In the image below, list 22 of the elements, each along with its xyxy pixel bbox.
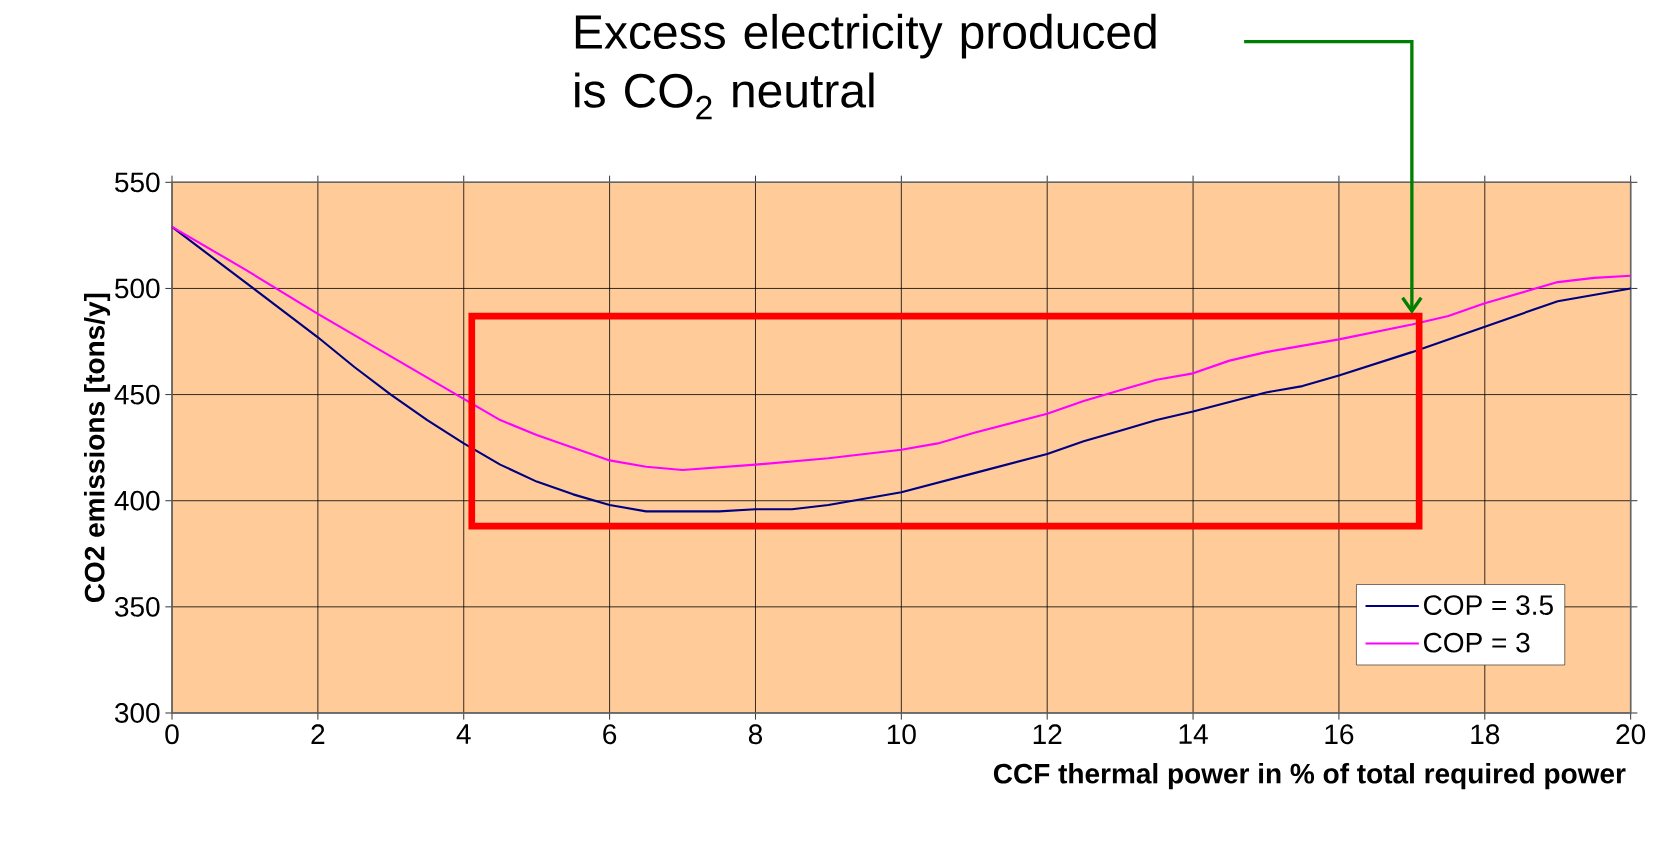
x-tick-label: 10 xyxy=(887,724,916,745)
y-tick-label: 500 xyxy=(115,278,160,299)
y-tick-label: 350 xyxy=(114,596,160,617)
legend-label: COP = 3.5 xyxy=(1424,595,1553,616)
text: Excess electricity produced is CO$_{2}$ neutral xyxy=(575,13,1156,120)
x-tick-label: 0 xyxy=(165,724,179,745)
x-axis-title: CCF thermal power in % of total required power xyxy=(993,763,1626,790)
y-tick-label: 450 xyxy=(114,384,160,405)
x-tick-label: 18 xyxy=(1471,724,1500,745)
y-tick-label: 300 xyxy=(114,703,160,723)
y-tick-label: 400 xyxy=(114,490,160,511)
y-tick-label: 550 xyxy=(115,172,160,193)
x-tick-label: 8 xyxy=(748,724,763,745)
x-tick-label: 4 xyxy=(456,724,471,744)
x-tick-label: 2 xyxy=(311,724,325,744)
x-tick-label: 14 xyxy=(1179,724,1208,744)
legend-label: COP = 3 xyxy=(1424,632,1530,653)
x-tick-label: 12 xyxy=(1033,724,1062,744)
x-tick-label: 16 xyxy=(1325,724,1354,745)
y-axis-title: CO2 emissions [tons/y] xyxy=(84,293,111,603)
x-tick-label: 20 xyxy=(1616,724,1646,745)
x-tick-label: 6 xyxy=(603,724,617,745)
